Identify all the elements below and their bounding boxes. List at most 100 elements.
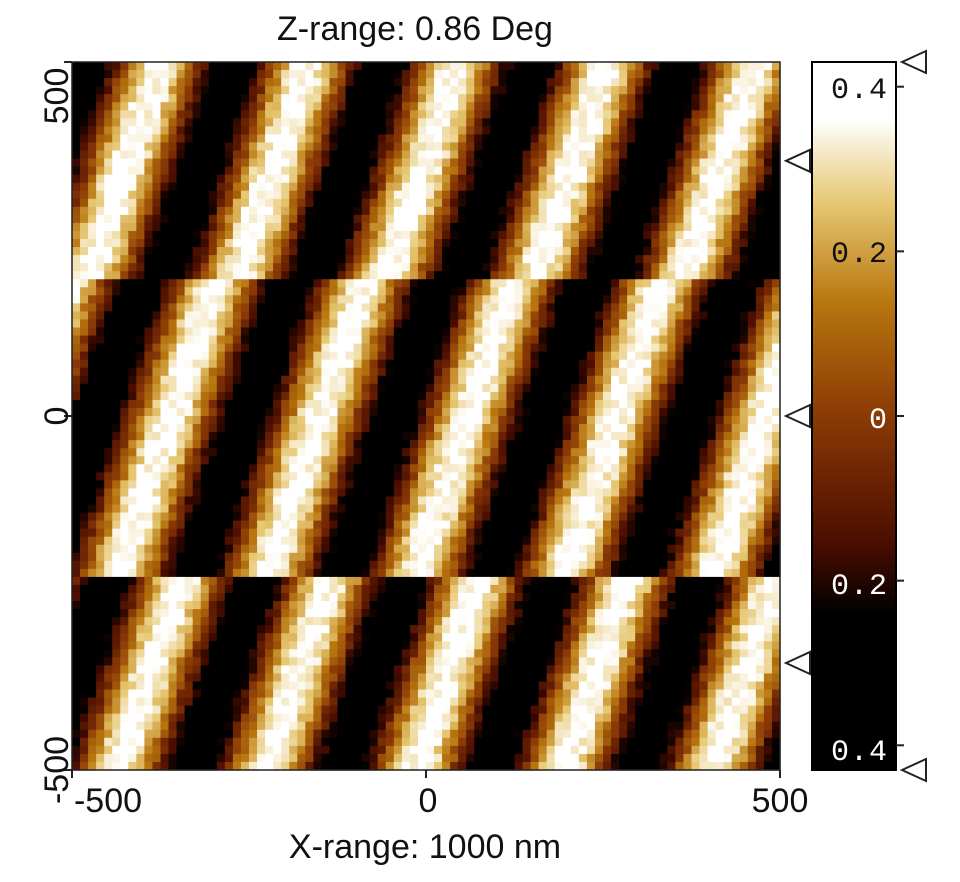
heatmap-cell: [506, 158, 516, 168]
heatmap-cell: [240, 729, 250, 739]
heatmap-cell: [289, 568, 298, 578]
heatmap-cell: [176, 657, 186, 667]
heatmap-cell: [522, 239, 532, 248]
heatmap-cell: [80, 391, 89, 401]
heatmap-cell: [281, 721, 290, 731]
heatmap-cell: [104, 609, 113, 618]
heatmap-cell: [329, 665, 339, 675]
heatmap-cell: [337, 641, 347, 650]
heatmap-cell: [257, 343, 266, 353]
heatmap-cell: [434, 512, 443, 522]
heatmap-cell: [385, 230, 395, 240]
heatmap-cell: [369, 303, 379, 313]
heatmap-cell: [289, 432, 298, 441]
heatmap-cell: [208, 94, 218, 103]
heatmap-cell: [498, 198, 508, 208]
heatmap-cell: [168, 279, 178, 288]
heatmap-cell: [265, 166, 274, 176]
heatmap-cell: [128, 432, 137, 441]
heatmap-cell: [112, 367, 121, 377]
heatmap-cell: [112, 351, 121, 361]
heatmap-cell: [136, 279, 146, 288]
heatmap-cell: [337, 86, 347, 95]
heatmap-cell: [176, 633, 186, 642]
heatmap-cell: [208, 230, 218, 240]
heatmap-cell: [297, 480, 306, 490]
heatmap-cell: [506, 472, 516, 481]
heatmap-cell: [208, 407, 218, 417]
heatmap-cell: [192, 633, 202, 642]
heatmap-cell: [466, 126, 475, 136]
heatmap-cell: [136, 713, 146, 723]
heatmap-cell: [506, 424, 516, 433]
heatmap-cell: [522, 472, 532, 481]
heatmap-cell: [442, 367, 451, 377]
heatmap-cell: [482, 214, 491, 224]
heatmap-cell: [224, 753, 234, 763]
heatmap-cell: [104, 62, 113, 71]
heatmap-cell: [305, 230, 314, 240]
heatmap-cell: [474, 174, 483, 184]
heatmap-cell: [192, 697, 202, 707]
heatmap-cell: [426, 126, 435, 136]
heatmap-cell: [409, 230, 419, 240]
heatmap-cell: [482, 279, 491, 288]
heatmap-cell: [232, 665, 242, 675]
heatmap-cell: [490, 86, 500, 95]
heatmap-cell: [176, 134, 186, 144]
heatmap-cell: [120, 697, 129, 707]
heatmap-cell: [450, 625, 459, 634]
heatmap-cell: [192, 222, 202, 232]
heatmap-cell: [208, 303, 218, 313]
heatmap-cell: [120, 681, 129, 691]
heatmap-cell: [281, 496, 290, 506]
heatmap-cell: [458, 649, 467, 658]
heatmap-cell: [337, 319, 347, 329]
heatmap-cell: [361, 174, 371, 184]
heatmap-cell: [490, 528, 500, 538]
heatmap-cell: [104, 568, 113, 578]
heatmap-cell: [232, 713, 242, 723]
heatmap-cell: [466, 78, 475, 87]
heatmap-cell: [506, 745, 516, 755]
heatmap-cell: [136, 633, 146, 642]
heatmap-cell: [232, 416, 242, 425]
heatmap-cell: [128, 472, 137, 481]
heatmap-cell: [466, 512, 475, 522]
heatmap-cell: [120, 737, 129, 747]
heatmap-cell: [401, 536, 411, 546]
heatmap-cell: [426, 432, 435, 441]
heatmap-cell: [490, 126, 500, 136]
heatmap-cell: [152, 118, 162, 127]
heatmap-cell: [498, 118, 508, 127]
heatmap-cell: [450, 697, 459, 707]
heatmap-cell: [168, 568, 178, 578]
heatmap-cell: [112, 464, 121, 473]
heatmap-cell: [257, 560, 266, 570]
heatmap-cell: [112, 721, 121, 731]
heatmap-cell: [240, 263, 250, 272]
heatmap-cell: [136, 126, 146, 136]
heatmap-cell: [361, 319, 371, 329]
heatmap-cell: [490, 134, 500, 144]
heatmap-cell: [257, 142, 266, 152]
heatmap-cell: [361, 359, 371, 369]
heatmap-cell: [273, 681, 282, 691]
heatmap-cell: [482, 375, 491, 385]
heatmap-cell: [297, 166, 306, 176]
heatmap-cell: [240, 134, 250, 144]
heatmap-cell: [128, 279, 137, 288]
heatmap-cell: [361, 367, 371, 377]
heatmap-cell: [353, 424, 363, 433]
heatmap-cell: [208, 745, 218, 755]
heatmap-cell: [184, 230, 194, 240]
heatmap-cell: [514, 496, 524, 506]
heatmap-cell: [474, 697, 483, 707]
heatmap-cell: [385, 190, 395, 200]
heatmap-cell: [88, 94, 97, 103]
heatmap-cell: [273, 496, 282, 506]
heatmap-cell: [112, 335, 121, 345]
heatmap-cell: [136, 512, 146, 522]
heatmap-cell: [265, 504, 274, 514]
